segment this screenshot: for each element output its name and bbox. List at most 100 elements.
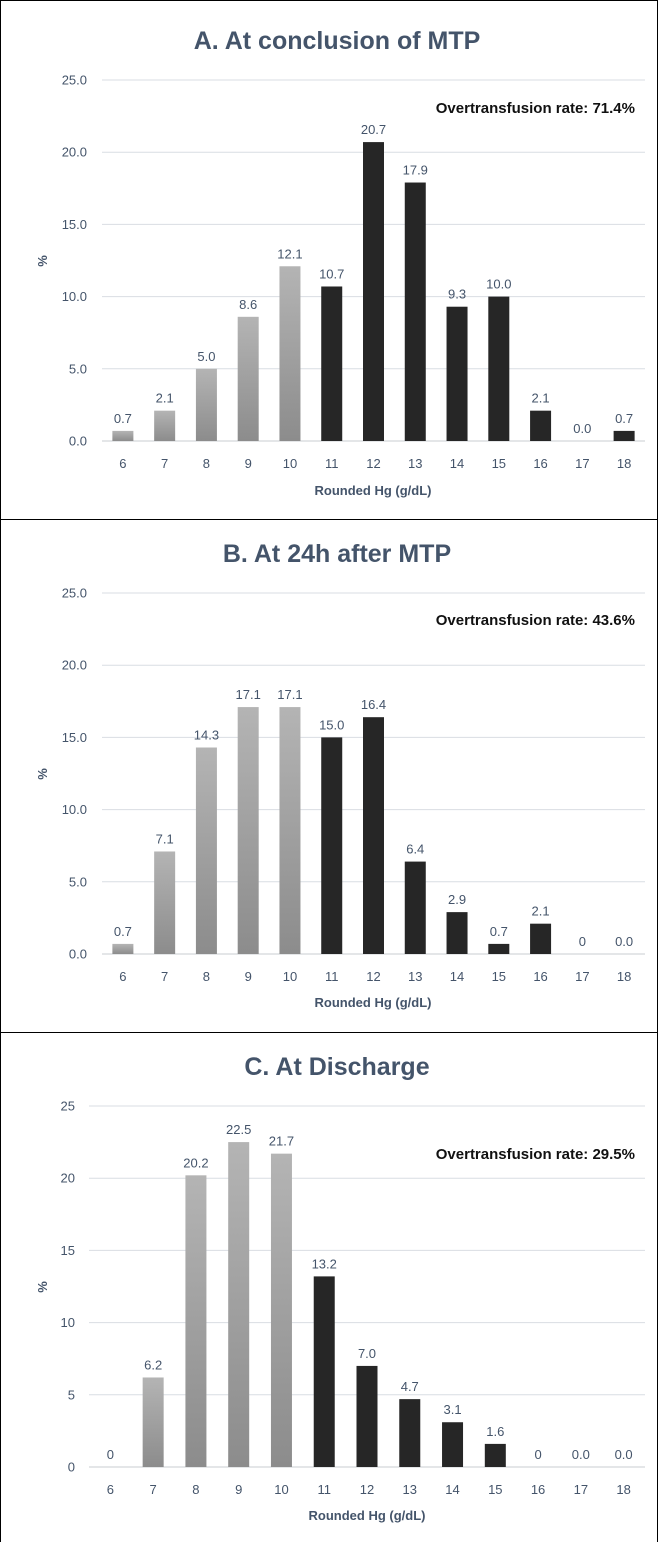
x-tick-label: 16 — [531, 1482, 545, 1497]
bar — [195, 747, 217, 954]
data-label: 8.6 — [239, 297, 257, 312]
data-label: 0.0 — [615, 934, 633, 949]
x-tick-label: 10 — [274, 1482, 288, 1497]
data-label: 5.0 — [197, 349, 215, 364]
bar — [112, 430, 134, 441]
x-tick-label: 7 — [150, 1482, 157, 1497]
x-tick-label: 15 — [492, 969, 506, 984]
x-tick-label: 9 — [245, 969, 252, 984]
data-label: 20.2 — [183, 1155, 208, 1170]
x-tick-label: 10 — [283, 456, 297, 471]
data-label: 15.0 — [319, 717, 344, 732]
chart-title: A. At conclusion of MTP — [194, 27, 481, 55]
x-tick-label: 7 — [161, 969, 168, 984]
bar — [363, 717, 384, 954]
chart-panel-a: A. At conclusion of MTP Overtransfusion … — [0, 0, 658, 520]
chart-a-plot: 0.0 5.0 10.0 15.0 20.0 25.0 0.7 6 2.1 7 5.0 8 8.6 9 12… — [62, 73, 645, 471]
x-tick-label: 8 — [203, 969, 210, 984]
y-tick-label: 15 — [61, 1243, 75, 1258]
bar — [404, 182, 426, 442]
bar — [446, 306, 468, 441]
data-label: 0.7 — [490, 924, 508, 939]
y-axis-label: % — [35, 768, 50, 780]
bar — [488, 943, 510, 954]
data-label: 0.0 — [573, 421, 591, 436]
data-label: 3.1 — [443, 1402, 461, 1417]
chart-b-svg: B. At 24h after MTP Overtransfusion rate… — [35, 540, 645, 1010]
bar — [112, 943, 134, 954]
bar — [530, 410, 552, 441]
y-tick-label: 25.0 — [62, 73, 87, 88]
x-tick-label: 8 — [192, 1482, 199, 1497]
bar — [279, 707, 301, 954]
y-tick-label: 10 — [61, 1315, 75, 1330]
data-label: 0.0 — [615, 1447, 633, 1462]
y-tick-label: 0.0 — [69, 434, 87, 449]
bar — [484, 1443, 506, 1467]
y-tick-label: 20.0 — [62, 145, 87, 160]
y-axis-label: % — [35, 255, 50, 267]
y-tick-label: 5 — [68, 1387, 75, 1402]
data-label: 0.7 — [615, 411, 633, 426]
x-tick-label: 15 — [488, 1482, 502, 1497]
y-tick-label: 0.0 — [69, 947, 87, 962]
y-tick-label: 25.0 — [62, 586, 87, 601]
y-axis-label: % — [35, 1281, 50, 1293]
data-label: 9.3 — [448, 287, 466, 302]
chart-a-svg: A. At conclusion of MTP Overtransfusion … — [35, 27, 645, 498]
chart-b-plot: 0.0 5.0 10.0 15.0 20.0 25.0 0.7 6 7.1 7 14.3 8 17.1 9… — [62, 586, 645, 984]
data-label: 6.4 — [406, 842, 424, 857]
data-label: 0 — [107, 1447, 114, 1462]
x-tick-label: 17 — [575, 456, 589, 471]
data-label: 20.7 — [361, 122, 386, 137]
x-tick-label: 10 — [283, 969, 297, 984]
overtransfusion-annotation: Overtransfusion rate: 71.4% — [436, 100, 635, 117]
data-label: 22.5 — [226, 1122, 251, 1137]
x-tick-label: 18 — [617, 969, 631, 984]
x-tick-label: 12 — [366, 456, 380, 471]
data-label: 2.1 — [156, 391, 174, 406]
x-axis-label: Rounded Hg (g/dL) — [315, 995, 432, 1010]
bar — [404, 861, 426, 954]
data-label: 21.7 — [269, 1134, 294, 1149]
bar — [442, 1422, 464, 1467]
bar — [270, 1153, 292, 1467]
bar — [446, 912, 468, 954]
bar — [142, 1377, 164, 1467]
y-tick-label: 5.0 — [69, 874, 87, 889]
x-tick-label: 13 — [408, 456, 422, 471]
x-tick-label: 17 — [574, 1482, 588, 1497]
x-tick-label: 9 — [235, 1482, 242, 1497]
data-label: 10.0 — [486, 277, 511, 292]
y-tick-label: 15.0 — [62, 730, 87, 745]
x-tick-label: 18 — [617, 456, 631, 471]
bar — [313, 1276, 335, 1467]
x-tick-label: 9 — [245, 456, 252, 471]
overtransfusion-annotation: Overtransfusion rate: 43.6% — [436, 612, 635, 629]
x-tick-label: 11 — [325, 456, 339, 471]
x-tick-label: 16 — [533, 969, 547, 984]
bar — [321, 737, 343, 954]
data-label: 7.1 — [156, 831, 174, 846]
x-tick-label: 8 — [203, 456, 210, 471]
x-tick-label: 13 — [408, 969, 422, 984]
x-tick-label: 18 — [616, 1482, 630, 1497]
bar — [399, 1399, 421, 1467]
x-axis-label: Rounded Hg (g/dL) — [315, 483, 432, 498]
y-tick-label: 20 — [61, 1171, 75, 1186]
data-label: 4.7 — [401, 1379, 419, 1394]
data-label: 7.0 — [358, 1346, 376, 1361]
x-tick-label: 7 — [161, 456, 168, 471]
data-label: 2.1 — [532, 904, 550, 919]
x-axis-label: Rounded Hg (g/dL) — [309, 1508, 426, 1523]
data-label: 10.7 — [319, 266, 344, 281]
data-label: 17.9 — [403, 163, 428, 178]
y-tick-label: 10.0 — [62, 289, 87, 304]
x-tick-label: 17 — [575, 969, 589, 984]
data-label: 14.3 — [194, 728, 219, 743]
data-label: 6.2 — [144, 1357, 162, 1372]
data-label: 0.0 — [572, 1447, 590, 1462]
data-label: 13.2 — [312, 1256, 337, 1271]
bar — [237, 707, 259, 954]
x-tick-label: 12 — [360, 1482, 374, 1497]
